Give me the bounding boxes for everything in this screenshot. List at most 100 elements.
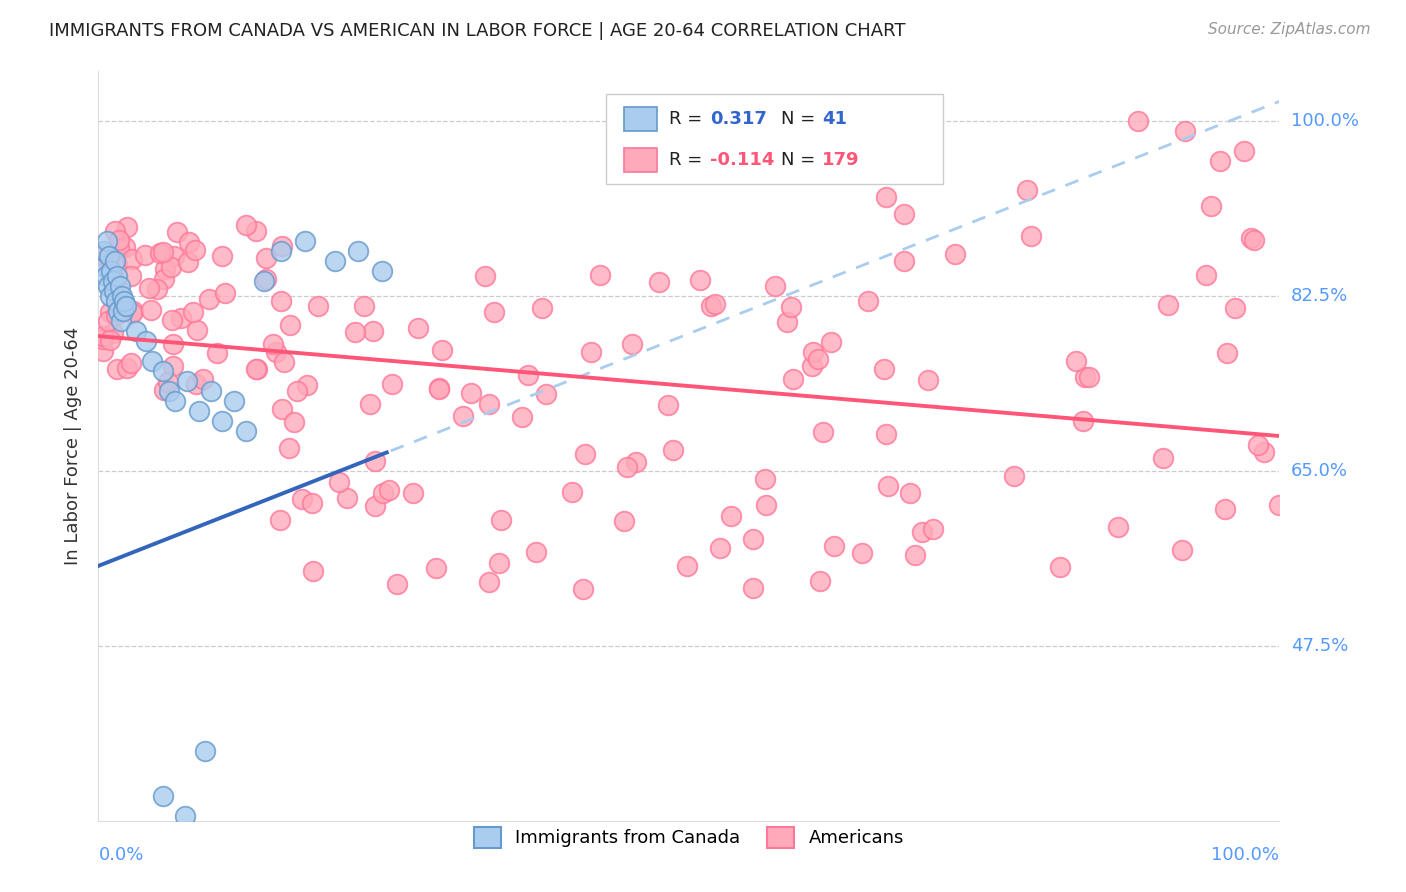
- Point: [1174, 124, 1197, 138]
- Point: [153, 272, 176, 286]
- Point: [911, 524, 934, 539]
- Text: 100.0%: 100.0%: [1291, 112, 1358, 130]
- Point: [91, 329, 114, 343]
- Point: [755, 499, 778, 513]
- Point: [157, 384, 180, 398]
- Point: [104, 223, 127, 237]
- Point: [163, 249, 186, 263]
- Point: [875, 426, 897, 441]
- Point: [488, 556, 510, 570]
- Point: [451, 409, 474, 423]
- Point: [851, 546, 873, 560]
- Bar: [624, 148, 657, 172]
- Point: [661, 442, 683, 457]
- Point: [224, 394, 246, 409]
- Point: [782, 372, 804, 386]
- Point: [904, 549, 927, 563]
- Point: [741, 581, 763, 595]
- Point: [425, 561, 447, 575]
- Point: [197, 292, 219, 306]
- Point: [676, 559, 699, 574]
- Point: [94, 269, 117, 284]
- Point: [278, 318, 301, 333]
- Point: [460, 386, 482, 401]
- Point: [427, 381, 450, 395]
- Point: [1019, 228, 1042, 243]
- Point: [153, 383, 176, 397]
- Legend: Immigrants from Canada, Americans: Immigrants from Canada, Americans: [464, 818, 914, 856]
- Point: [152, 244, 174, 259]
- Point: [898, 485, 921, 500]
- Point: [105, 361, 128, 376]
- Point: [1268, 498, 1291, 512]
- Point: [387, 576, 409, 591]
- Point: [1240, 231, 1263, 245]
- Text: R =: R =: [669, 151, 707, 169]
- Point: [572, 582, 595, 597]
- Point: [91, 344, 114, 359]
- Point: [1157, 298, 1180, 312]
- Point: [139, 303, 162, 318]
- Point: [105, 269, 128, 284]
- Point: [808, 574, 831, 589]
- Point: [574, 447, 596, 461]
- Point: [273, 355, 295, 369]
- Text: R =: R =: [669, 110, 707, 128]
- Point: [285, 384, 308, 398]
- Point: [336, 491, 359, 506]
- Text: 82.5%: 82.5%: [1291, 287, 1348, 305]
- Point: [235, 219, 257, 233]
- Text: 47.5%: 47.5%: [1291, 637, 1348, 655]
- Point: [108, 233, 131, 247]
- Point: [91, 259, 114, 273]
- Point: [378, 483, 401, 497]
- Point: [149, 246, 172, 260]
- Point: [112, 294, 135, 309]
- Point: [700, 299, 723, 313]
- Point: [295, 378, 318, 392]
- Point: [103, 326, 125, 340]
- Point: [427, 382, 450, 396]
- Point: [294, 234, 316, 248]
- Point: [1209, 154, 1232, 169]
- Point: [406, 321, 429, 335]
- Point: [246, 362, 269, 376]
- Point: [1015, 183, 1038, 197]
- Point: [186, 323, 208, 337]
- Text: 0.0%: 0.0%: [98, 846, 143, 863]
- Point: [1074, 369, 1097, 384]
- Point: [101, 274, 124, 288]
- Point: [235, 424, 257, 438]
- Point: [353, 299, 375, 313]
- Point: [1247, 437, 1270, 451]
- Point: [801, 359, 824, 373]
- Point: [741, 532, 763, 546]
- Point: [156, 375, 179, 389]
- Point: [704, 297, 727, 311]
- Point: [270, 244, 292, 259]
- Point: [943, 247, 966, 261]
- Point: [1223, 301, 1246, 315]
- Point: [98, 333, 121, 347]
- Point: [381, 377, 404, 392]
- Point: [1064, 354, 1087, 368]
- Point: [184, 244, 207, 258]
- Point: [1233, 145, 1256, 159]
- Point: [184, 377, 207, 392]
- Point: [104, 254, 127, 268]
- Point: [530, 301, 553, 315]
- Point: [110, 295, 132, 310]
- Point: [115, 220, 138, 235]
- Point: [1107, 520, 1129, 534]
- Point: [561, 485, 583, 500]
- Point: [763, 278, 786, 293]
- Point: [811, 425, 834, 439]
- Point: [205, 346, 228, 360]
- Point: [266, 345, 288, 359]
- Point: [200, 384, 222, 398]
- Point: [97, 313, 120, 327]
- Point: [121, 306, 143, 320]
- Point: [105, 258, 128, 272]
- Point: [98, 305, 121, 319]
- Point: [187, 404, 209, 418]
